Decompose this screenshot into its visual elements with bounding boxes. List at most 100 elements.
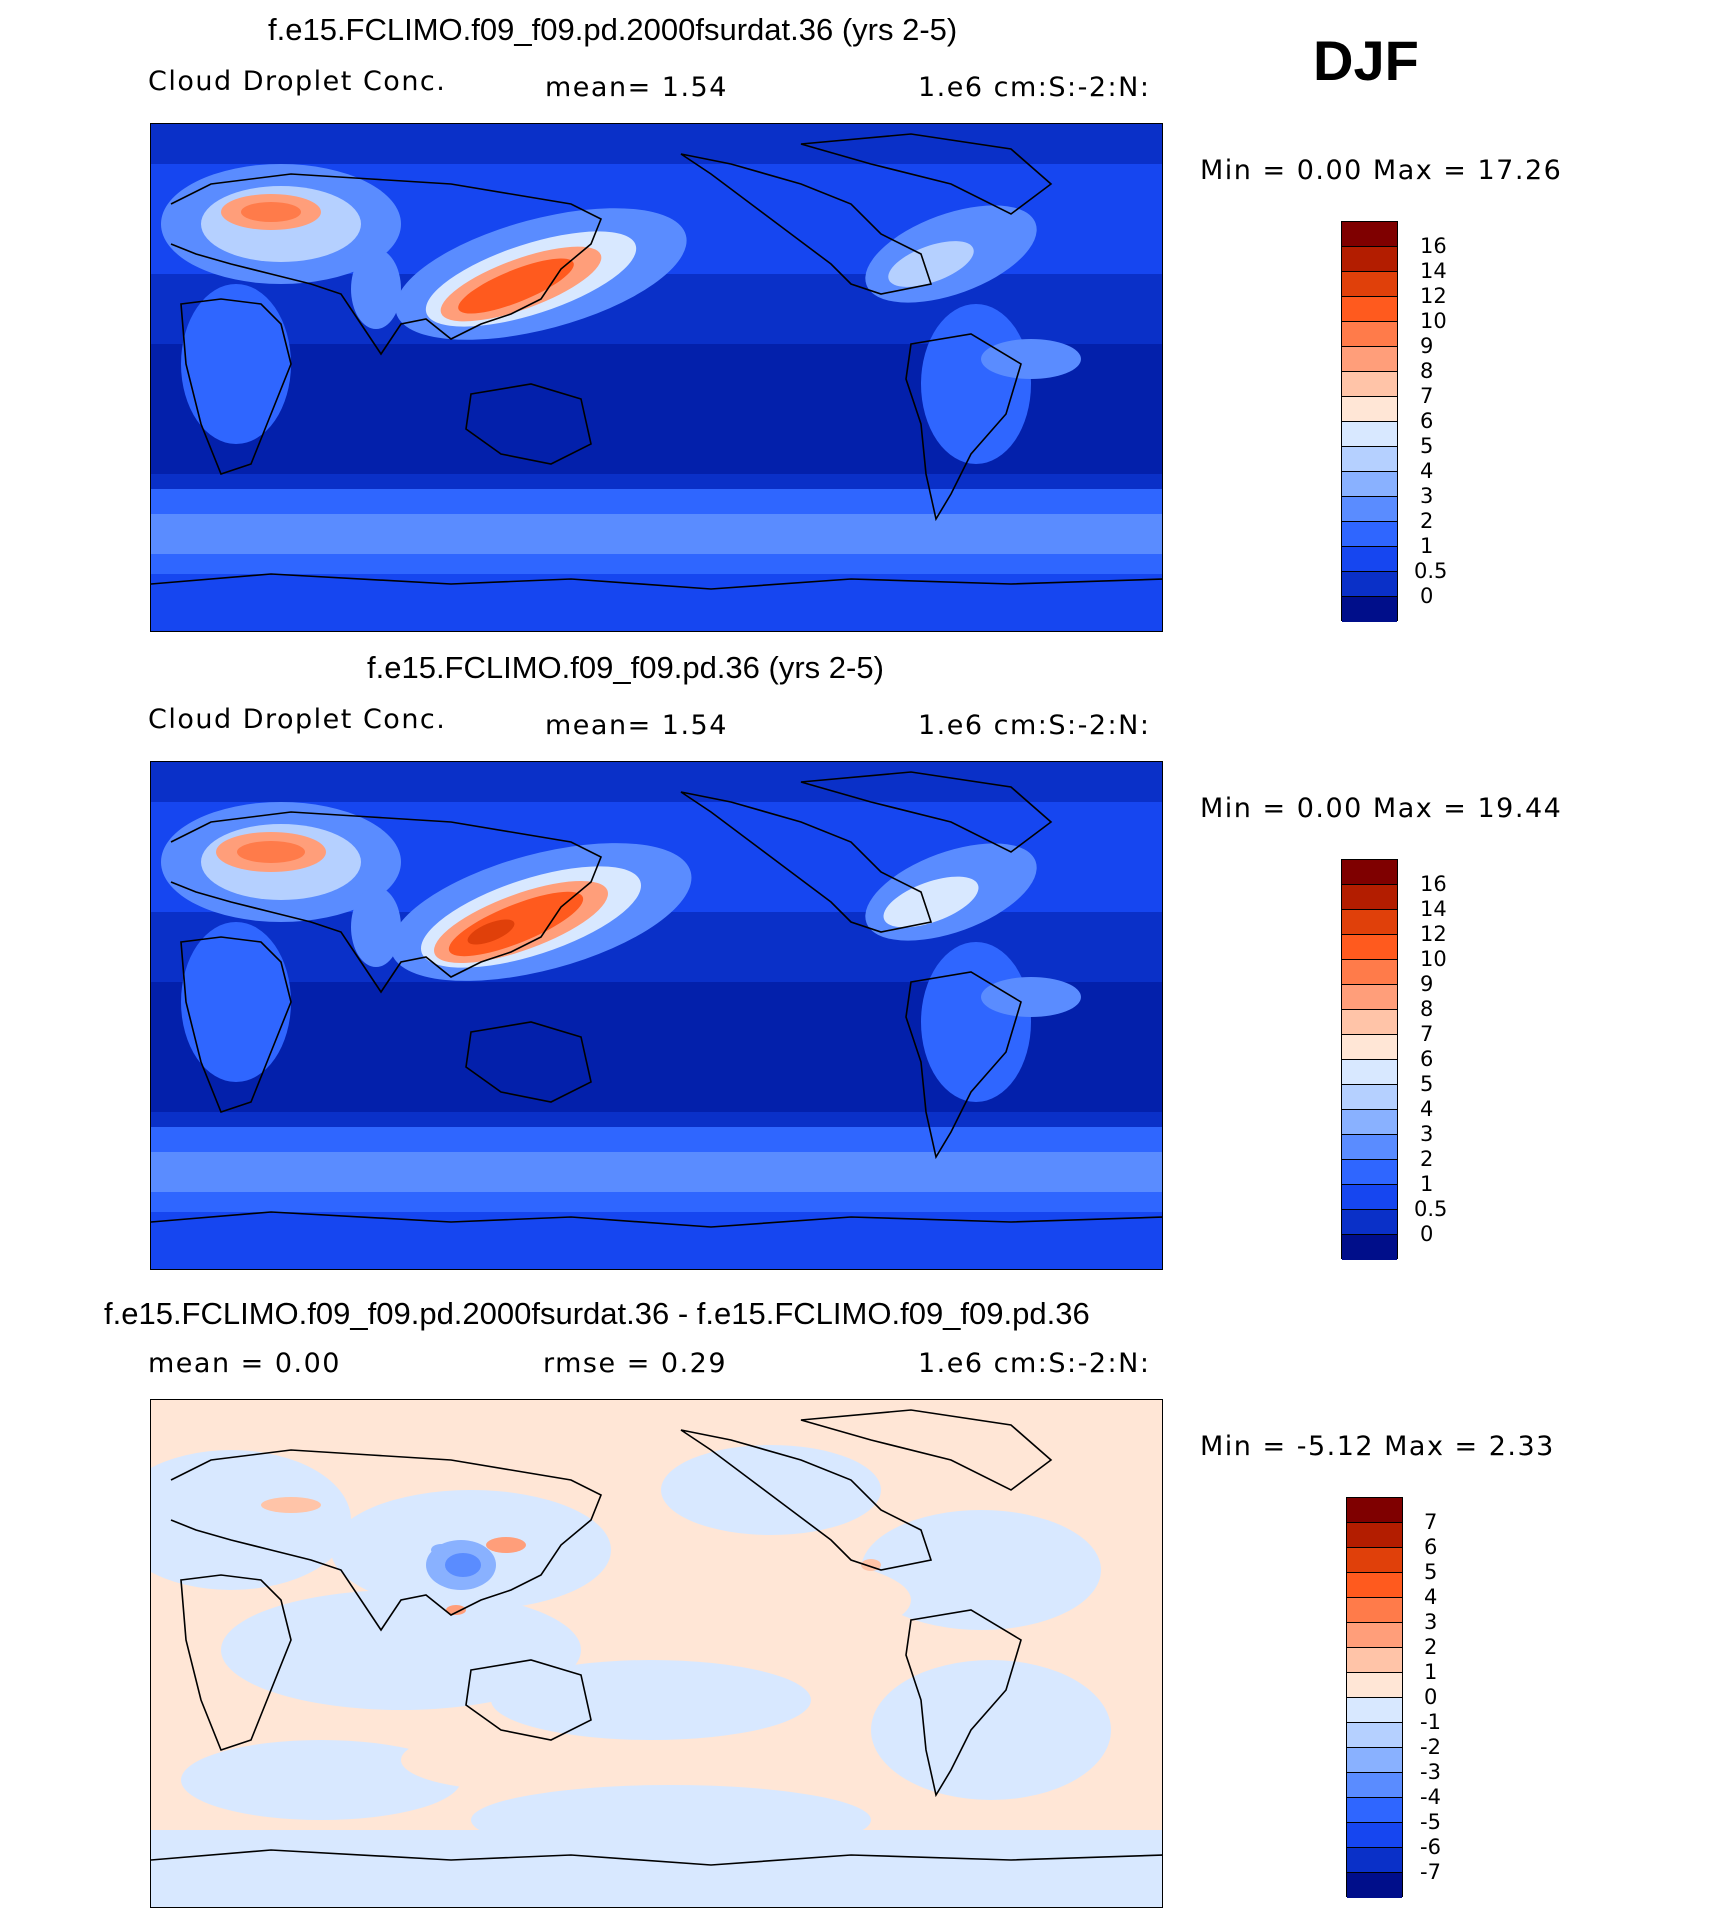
colorbar-cell	[1347, 1823, 1402, 1848]
colorbar-label: 2	[1420, 509, 1434, 533]
panel-2-title: f.e15.FCLIMO.f09_f09.pd.36 (yrs 2-5)	[367, 650, 884, 685]
colorbar-cell	[1342, 522, 1397, 547]
colorbar-label: 3	[1424, 1610, 1438, 1634]
colorbar-label: 16	[1420, 234, 1447, 258]
colorbar-label: 12	[1420, 922, 1447, 946]
colorbar-label: 8	[1420, 997, 1434, 1021]
colorbar-label: 9	[1420, 972, 1434, 996]
colorbar-cell	[1347, 1623, 1402, 1648]
colorbar-label: 3	[1420, 1122, 1434, 1146]
colorbar-label: 5	[1420, 434, 1434, 458]
panel-1-title: f.e15.FCLIMO.f09_f09.pd.2000fsurdat.36 (…	[268, 12, 958, 47]
panel-1-map	[150, 123, 1163, 632]
colorbar-cell	[1342, 247, 1397, 272]
panel-1-colorbar	[1341, 221, 1398, 622]
colorbar-label: 7	[1420, 1022, 1434, 1046]
colorbar-label: 1	[1424, 1660, 1438, 1684]
colorbar-label: 16	[1420, 872, 1447, 896]
colorbar-cell	[1342, 1135, 1397, 1160]
colorbar-cell	[1347, 1873, 1402, 1898]
colorbar-cell	[1347, 1673, 1402, 1698]
colorbar-cell	[1347, 1523, 1402, 1548]
colorbar-label: 0	[1424, 1685, 1438, 1709]
panel-2-units: 1.e6 cm:S:-2:N:	[918, 710, 1151, 741]
colorbar-cell	[1342, 1085, 1397, 1110]
colorbar-label: 4	[1420, 459, 1434, 483]
colorbar-cell	[1342, 322, 1397, 347]
panel-2-variable: Cloud Droplet Conc.	[148, 704, 447, 735]
panel-3-minmax: Min = -5.12 Max = 2.33	[1200, 1431, 1555, 1462]
colorbar-cell	[1347, 1773, 1402, 1798]
panel-1-units: 1.e6 cm:S:-2:N:	[918, 72, 1151, 103]
colorbar-label: 5	[1424, 1560, 1438, 1584]
colorbar-cell	[1342, 960, 1397, 985]
colorbar-cell	[1342, 272, 1397, 297]
colorbar-cell	[1342, 1010, 1397, 1035]
colorbar-label: 9	[1420, 334, 1434, 358]
colorbar-cell	[1342, 1035, 1397, 1060]
season-label: DJF	[1313, 29, 1419, 92]
panel-3-title: f.e15.FCLIMO.f09_f09.pd.2000fsurdat.36 -…	[104, 1296, 1090, 1331]
colorbar-label: -6	[1420, 1835, 1441, 1859]
colorbar-cell	[1347, 1573, 1402, 1598]
colorbar-label: 4	[1424, 1585, 1438, 1609]
colorbar-cell	[1347, 1748, 1402, 1773]
colorbar-label: 2	[1424, 1635, 1438, 1659]
panel-1-minmax: Min = 0.00 Max = 17.26	[1200, 155, 1563, 186]
colorbar-cell	[1342, 885, 1397, 910]
colorbar-cell	[1347, 1848, 1402, 1873]
colorbar-cell	[1347, 1648, 1402, 1673]
colorbar-label: 6	[1420, 1047, 1434, 1071]
colorbar-label: -3	[1420, 1760, 1441, 1784]
colorbar-cell	[1342, 472, 1397, 497]
colorbar-label: 7	[1420, 384, 1434, 408]
colorbar-label: 6	[1420, 409, 1434, 433]
colorbar-label: -4	[1420, 1785, 1441, 1809]
panel-3-colorbar	[1346, 1497, 1403, 1898]
colorbar-cell	[1342, 347, 1397, 372]
colorbar-cell	[1342, 547, 1397, 572]
panel-2-colorbar	[1341, 859, 1398, 1260]
colorbar-cell	[1342, 860, 1397, 885]
colorbar-cell	[1342, 297, 1397, 322]
panel-3-map	[150, 1399, 1163, 1908]
panel-3-rmse: rmse = 0.29	[543, 1348, 728, 1379]
colorbar-label: 12	[1420, 284, 1447, 308]
colorbar-cell	[1347, 1798, 1402, 1823]
colorbar-cell	[1342, 447, 1397, 472]
colorbar-cell	[1342, 1110, 1397, 1135]
colorbar-cell	[1342, 985, 1397, 1010]
colorbar-cell	[1342, 1235, 1397, 1260]
colorbar-cell	[1347, 1723, 1402, 1748]
colorbar-cell	[1347, 1498, 1402, 1523]
colorbar-label: -7	[1420, 1860, 1441, 1884]
colorbar-cell	[1342, 397, 1397, 422]
colorbar-label: 6	[1424, 1535, 1438, 1559]
colorbar-cell	[1347, 1548, 1402, 1573]
colorbar-cell	[1342, 935, 1397, 960]
colorbar-cell	[1347, 1698, 1402, 1723]
colorbar-label: 0	[1420, 584, 1434, 608]
colorbar-label: 7	[1424, 1510, 1438, 1534]
colorbar-label: -1	[1420, 1710, 1441, 1734]
colorbar-cell	[1342, 372, 1397, 397]
colorbar-label: 0.5	[1414, 559, 1448, 583]
colorbar-cell	[1342, 910, 1397, 935]
colorbar-cell	[1342, 1060, 1397, 1085]
panel-2-map	[150, 761, 1163, 1270]
colorbar-cell	[1342, 572, 1397, 597]
colorbar-label: 0	[1420, 1222, 1434, 1246]
colorbar-label: 2	[1420, 1147, 1434, 1171]
colorbar-label: 10	[1420, 309, 1447, 333]
panel-3-mean: mean = 0.00	[148, 1348, 341, 1379]
colorbar-cell	[1342, 597, 1397, 622]
panel-1-variable: Cloud Droplet Conc.	[148, 66, 447, 97]
panel-2-minmax: Min = 0.00 Max = 19.44	[1200, 793, 1563, 824]
colorbar-label: 0.5	[1414, 1197, 1448, 1221]
colorbar-label: 5	[1420, 1072, 1434, 1096]
colorbar-label: 3	[1420, 484, 1434, 508]
colorbar-cell	[1347, 1598, 1402, 1623]
colorbar-label: 10	[1420, 947, 1447, 971]
colorbar-label: 1	[1420, 1172, 1434, 1196]
colorbar-label: 8	[1420, 359, 1434, 383]
